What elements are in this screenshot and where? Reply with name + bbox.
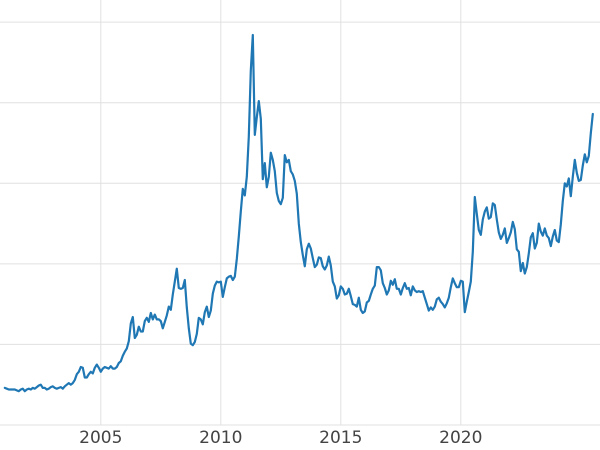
x-tick-label: 2020 — [439, 428, 482, 448]
x-tick-label: 2015 — [319, 428, 362, 448]
data-line — [3, 33, 594, 393]
x-tick-label: 2005 — [79, 428, 122, 448]
x-tick-label: 2010 — [199, 428, 242, 448]
